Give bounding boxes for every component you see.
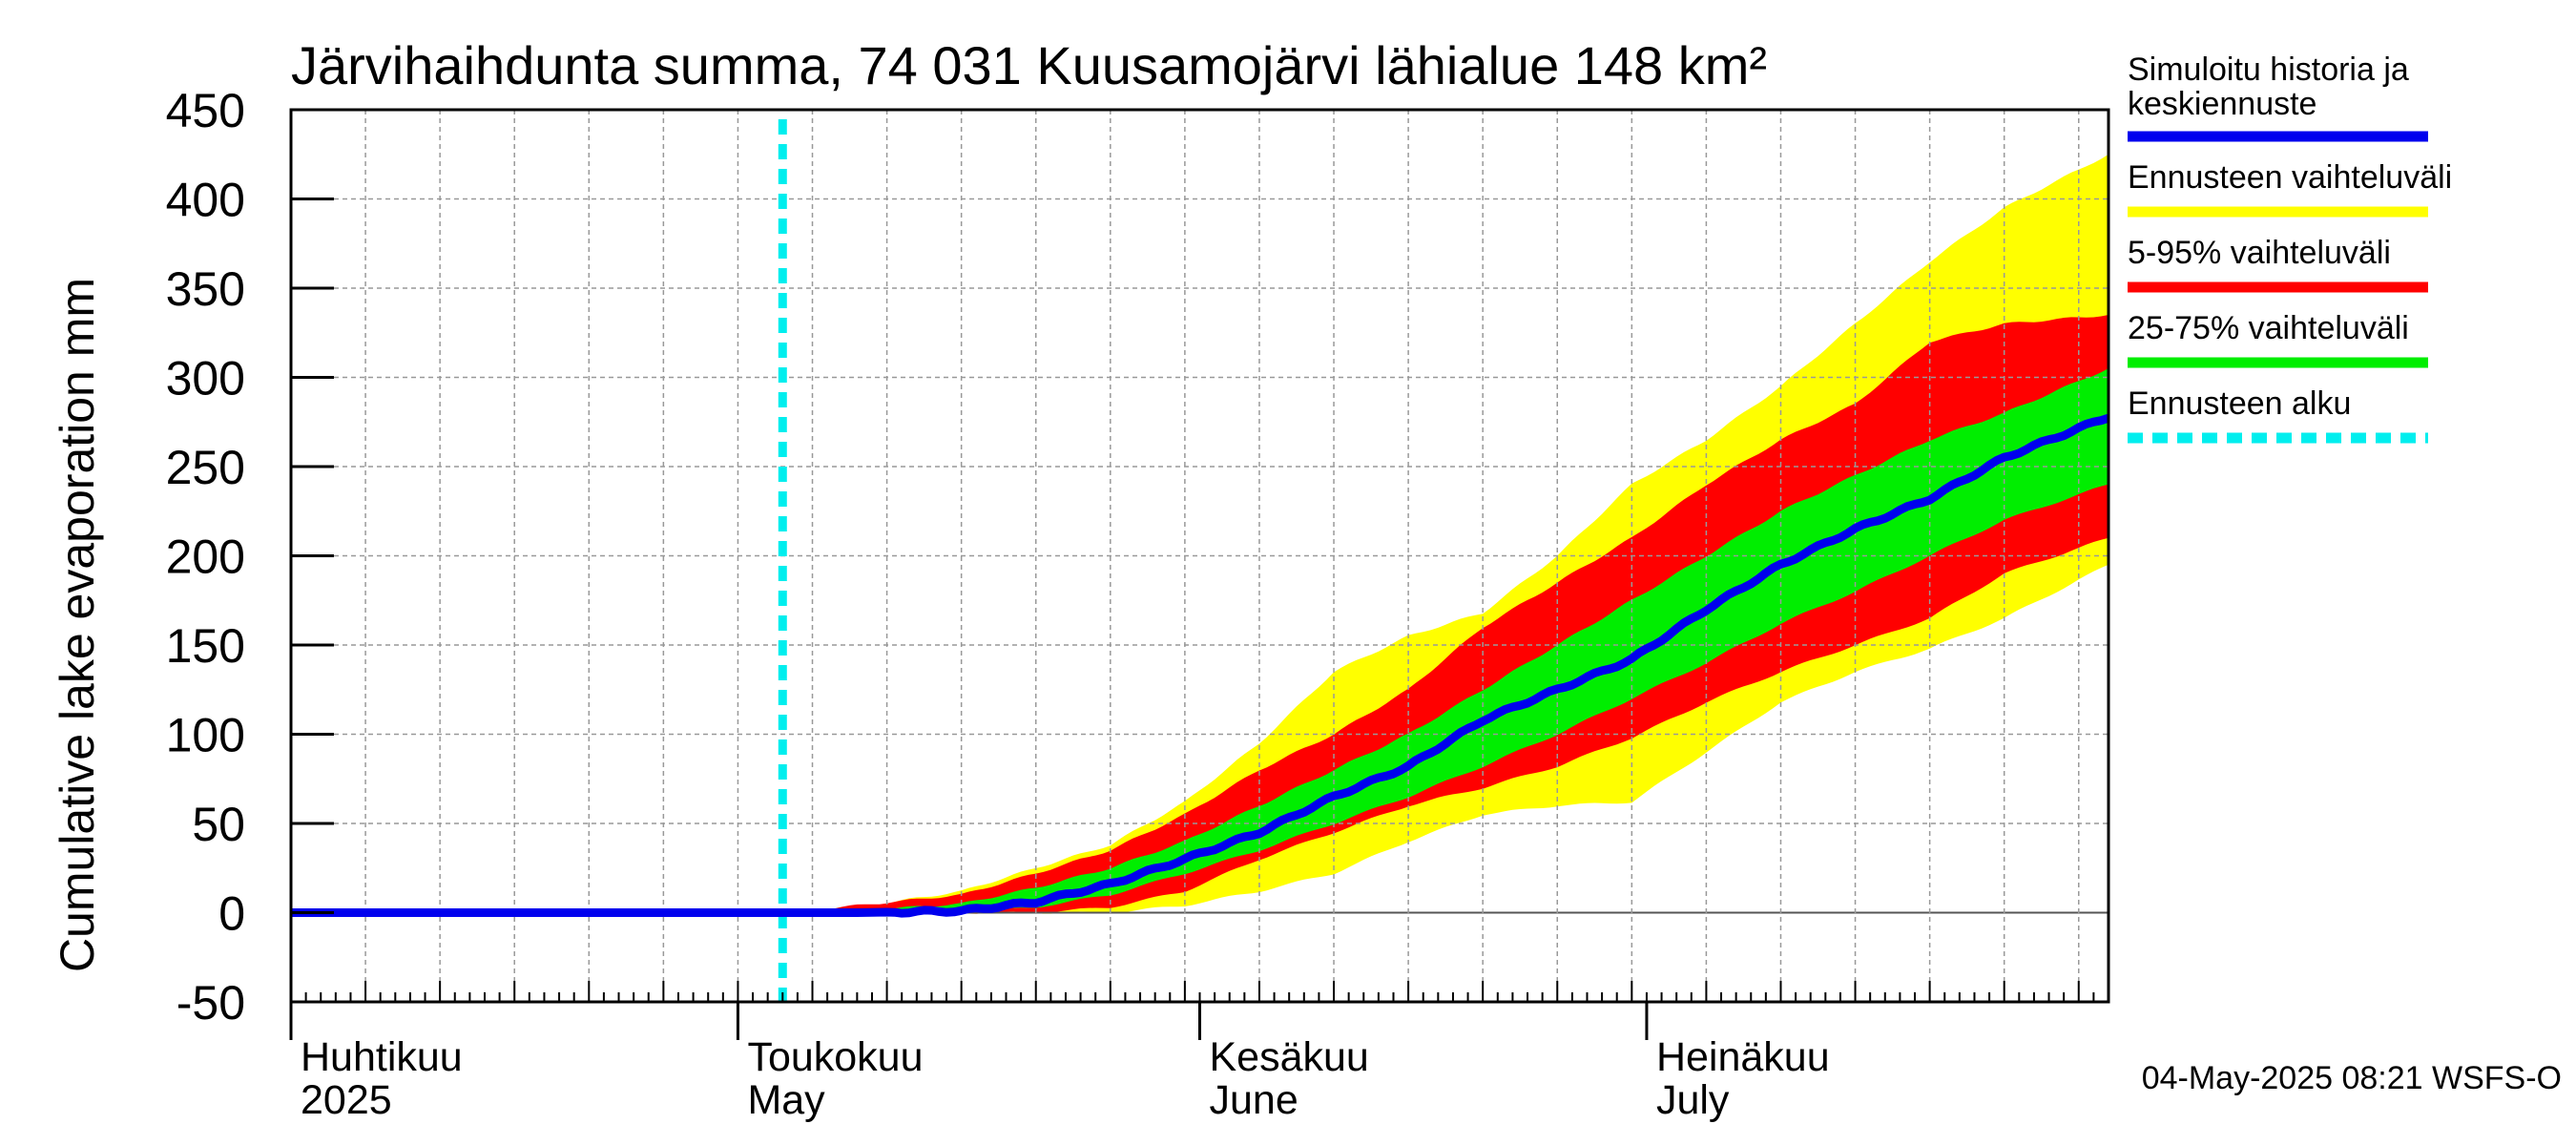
y-tick-label-0: 0 xyxy=(218,887,245,941)
timestamp-footer: 04-May-2025 08:21 WSFS-O xyxy=(2142,1060,2562,1096)
y-tick-label-50: 50 xyxy=(192,798,245,851)
legend-label-4: Ennusteen alku xyxy=(2128,385,2351,422)
legend-label-1: Ennusteen vaihteluväli xyxy=(2128,159,2452,196)
legend-label-0-line1: Simuloitu historia ja xyxy=(2128,52,2409,88)
month-label-fi-2: Kesäkuu xyxy=(1210,1034,1369,1080)
y-tick-label-350: 350 xyxy=(166,262,245,316)
legend-label-0-line2: keskiennuste xyxy=(2128,86,2316,122)
month-label-en-3: July xyxy=(1656,1077,1730,1123)
y-tick-label-200: 200 xyxy=(166,531,245,584)
legend-label-3: 25-75% vaihteluväli xyxy=(2128,310,2409,346)
month-label-fi-3: Heinäkuu xyxy=(1656,1034,1830,1080)
y-tick-label--50: -50 xyxy=(177,976,245,1030)
y-tick-label-400: 400 xyxy=(166,174,245,227)
month-label-fi-0: Huhtikuu xyxy=(301,1034,463,1080)
y-tick-label-100: 100 xyxy=(166,709,245,762)
y-tick-label-250: 250 xyxy=(166,441,245,494)
plot-area: -50 0 50 100 150 200 250 300 350 400 450 Huhtikuu20… xyxy=(166,84,2110,1123)
month-label-en-2: June xyxy=(1210,1077,1298,1123)
y-tick-label-450: 450 xyxy=(166,84,245,137)
y-tick-label-300: 300 xyxy=(166,352,245,406)
month-label-en-0: 2025 xyxy=(301,1077,392,1123)
y-axis-label: Cumulative lake evaporation mm xyxy=(51,278,104,972)
month-label-fi-1: Toukokuu xyxy=(747,1034,923,1080)
y-tick-label-150: 150 xyxy=(166,619,245,673)
band-p25-75 xyxy=(291,368,2109,914)
legend-label-2: 5-95% vaihteluväli xyxy=(2128,235,2391,271)
median-line xyxy=(291,413,2110,918)
month-label-en-1: May xyxy=(747,1077,825,1123)
chart-title: Järvihaihdunta summa, 74 031 Kuusamojärv… xyxy=(291,35,1767,95)
